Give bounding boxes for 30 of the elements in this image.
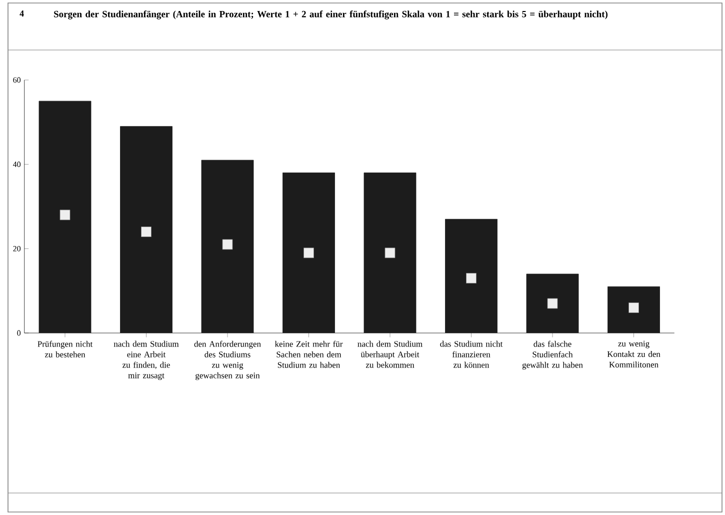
x-tick-label: zu wenig Kontakt zu den Kommilitonen — [607, 340, 660, 368]
bar — [38, 100, 92, 333]
point — [60, 210, 70, 220]
y-tick-label: 20 — [13, 246, 21, 252]
point — [141, 226, 152, 237]
bar — [120, 126, 172, 333]
y-tick-label: 60 — [13, 77, 21, 83]
text: 4 — [20, 10, 24, 16]
point — [547, 298, 558, 309]
point — [304, 248, 314, 258]
bar — [282, 172, 335, 333]
point — [222, 239, 233, 250]
bar — [526, 274, 579, 333]
y-tick-label: 40 — [13, 162, 21, 168]
point — [628, 302, 639, 313]
x-tick-label: das falsche Studienfach gewählt zu haben — [522, 340, 583, 370]
x-tick-label: nach dem Studium eine Arbeit zu finden, die mir zusagt — [114, 340, 179, 380]
x-tick-label: das Studium nicht finanzieren zu können — [440, 340, 503, 368]
x-tick-label: Prüfungen nicht zu bestehen — [38, 340, 93, 358]
bar — [201, 160, 254, 333]
point — [384, 248, 396, 258]
bar — [608, 286, 660, 333]
chart-title: Sorgen der Studienanfänger (Anteile in Prozent; Werte 1 + 2 auf einer fünfstufigen Skala von 1 = sehr stark bis 5 = überhaupt nicht) — [54, 10, 608, 20]
y-tick-label: 0 — [17, 330, 21, 336]
x-tick-label: nach dem Studium überhaupt Arbeit zu bekommen — [358, 340, 422, 368]
bar — [445, 218, 498, 333]
x-tick-label: keine Zeit mehr für Sachen neben dem Studium zu haben — [274, 340, 343, 368]
point — [466, 272, 476, 284]
x-tick-label: den Anforderungen des Studiums zu wenig gewachsen zu sein — [194, 340, 261, 380]
bar — [364, 172, 416, 333]
